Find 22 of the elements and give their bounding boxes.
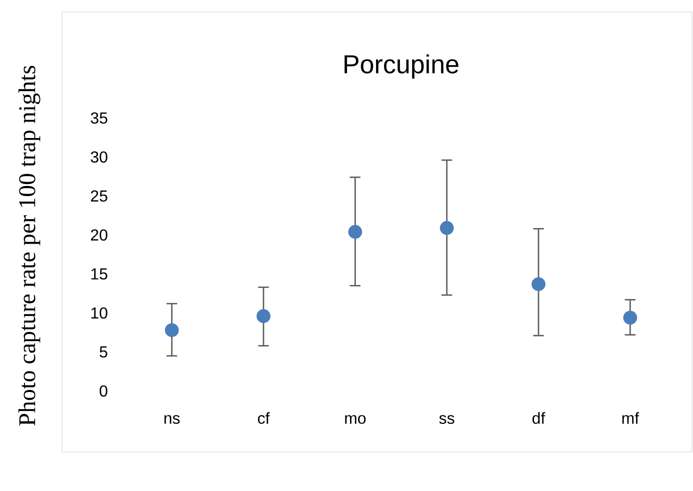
point bbox=[348, 224, 362, 239]
point bbox=[164, 323, 179, 338]
y-axis-title: Photo capture rate per 100 trap nights bbox=[18, 66, 40, 426]
point bbox=[256, 309, 270, 324]
point bbox=[623, 310, 638, 325]
y-tick-label: 25 bbox=[90, 190, 108, 202]
y-tick-label: 5 bbox=[100, 346, 108, 358]
x-tick-label: mo bbox=[345, 415, 366, 424]
x-tick-label: cf bbox=[258, 412, 270, 424]
y-tick-label: 20 bbox=[90, 229, 108, 241]
x-tick-label: ns bbox=[164, 415, 180, 424]
y-tick-label: 30 bbox=[90, 151, 108, 163]
y-tick-label: 15 bbox=[91, 268, 108, 280]
point bbox=[532, 277, 546, 292]
y-tick-label: 0 bbox=[100, 385, 108, 397]
chart-title: Porcupine bbox=[344, 54, 458, 79]
y-tick-label: 10 bbox=[91, 307, 108, 319]
x-tick-label: mf bbox=[622, 412, 640, 424]
x-tick-label: ss bbox=[439, 415, 454, 424]
x-tick-label: df bbox=[532, 412, 546, 424]
y-tick-label: 35 bbox=[90, 112, 108, 124]
point bbox=[440, 221, 454, 235]
